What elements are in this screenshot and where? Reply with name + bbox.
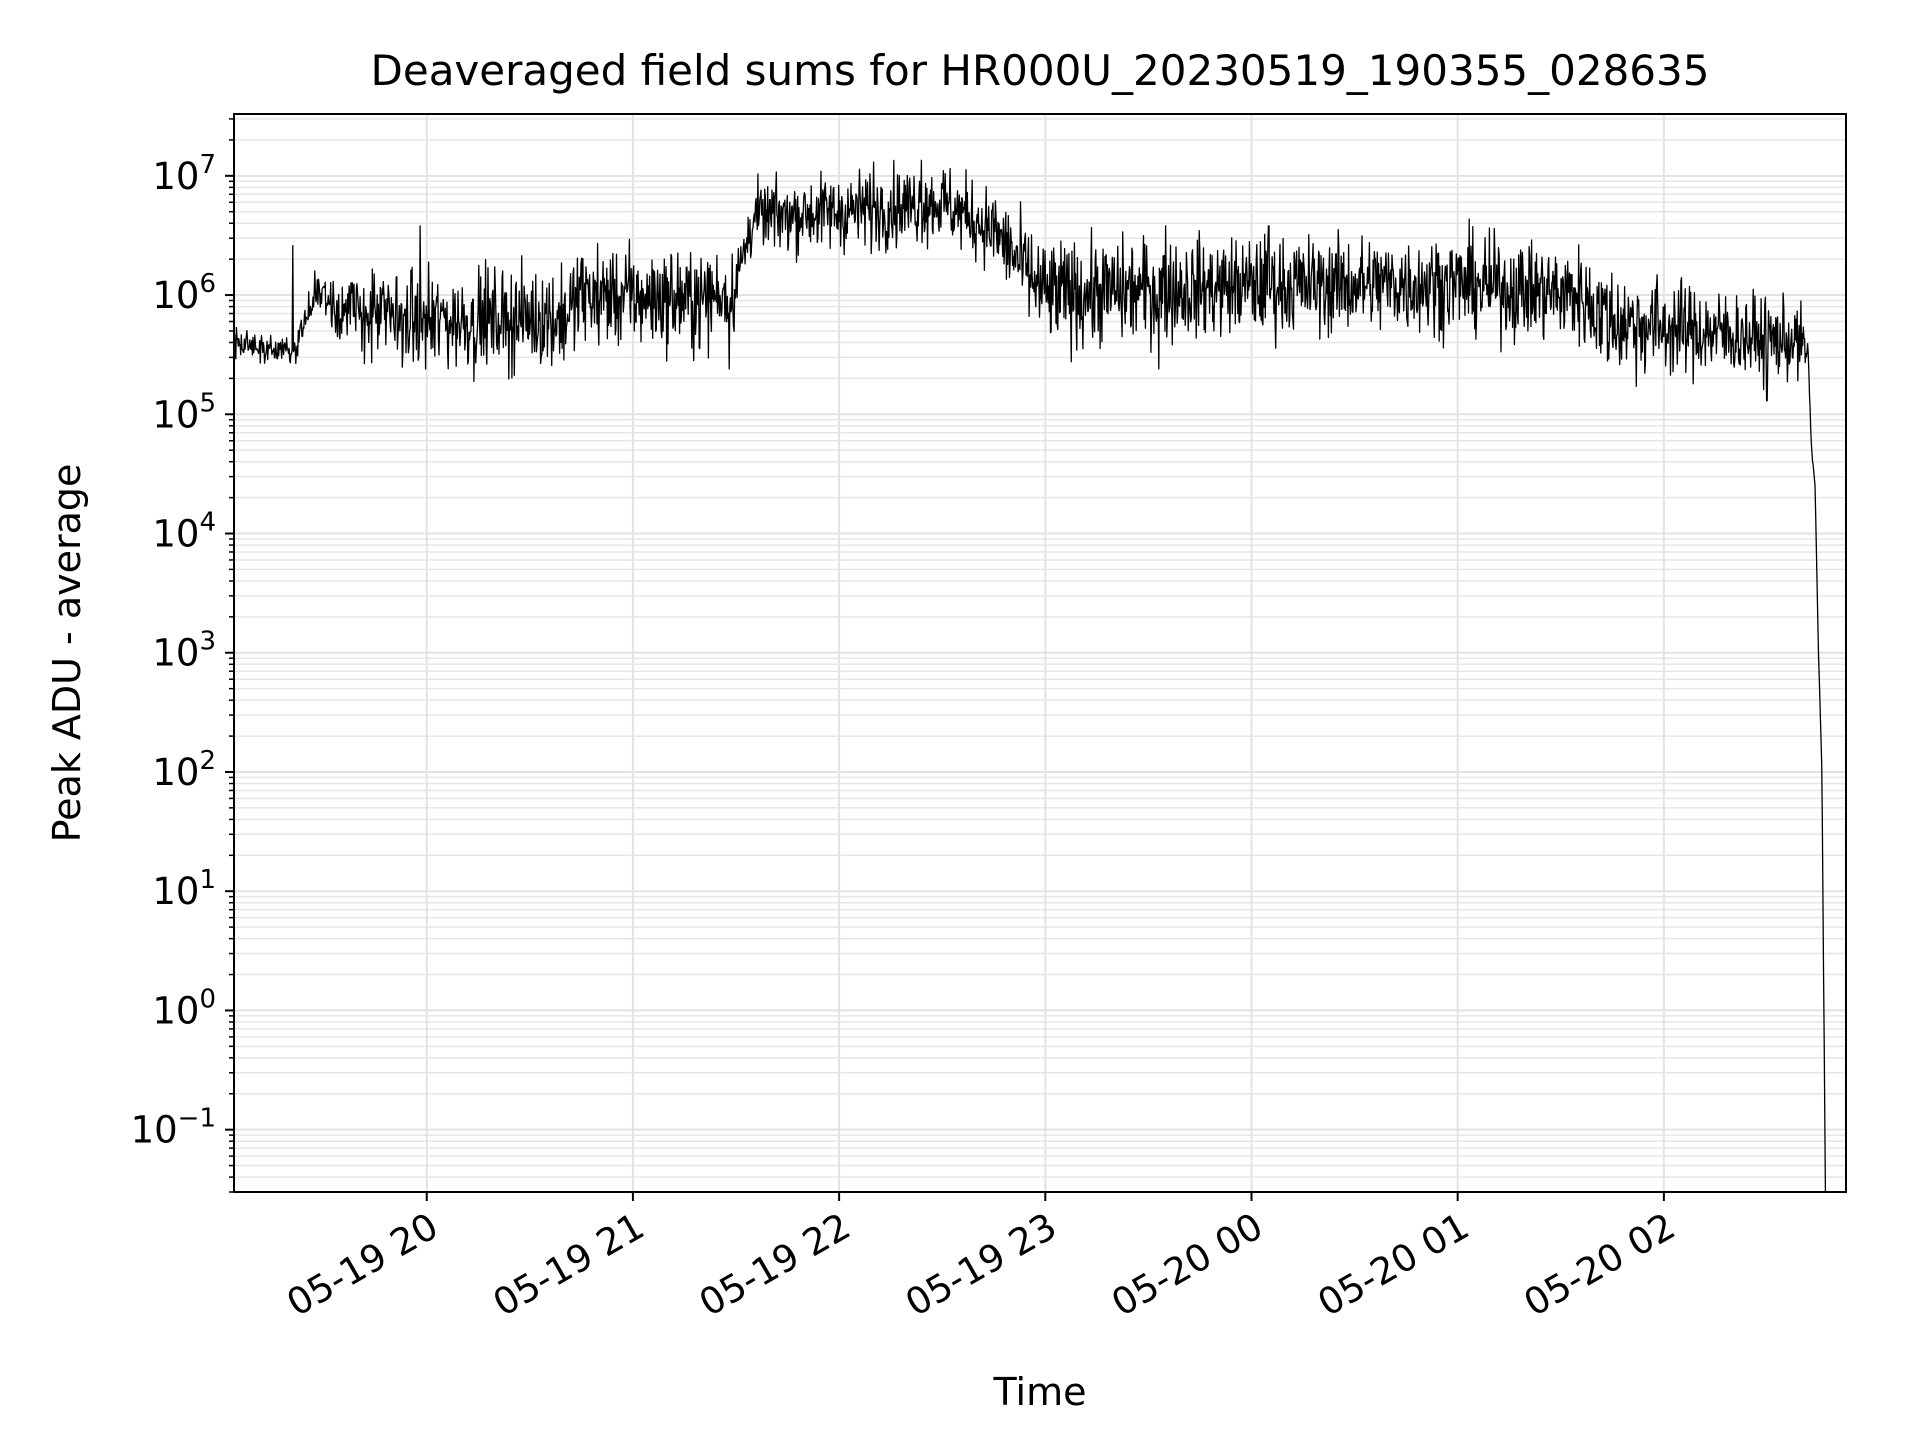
y-tick-label: 101 (152, 865, 216, 913)
series-layer (233, 159, 1827, 1193)
y-tick-label: 100 (152, 984, 216, 1032)
series-line (233, 159, 1827, 1193)
chart-title: Deaveraged field sums for HR000U_2023051… (371, 46, 1710, 95)
y-tick-label: 107 (152, 150, 216, 198)
y-tick-label: 10−1 (131, 1104, 216, 1152)
y-tick-label: 104 (152, 508, 216, 556)
y-tick-label: 103 (152, 627, 216, 675)
x-axis-label: Time (993, 1370, 1087, 1414)
y-tick-label: 102 (152, 746, 216, 794)
y-axis-label: Peak ADU - average (45, 464, 89, 843)
y-tick-label: 106 (152, 269, 216, 317)
y-tick-label: 105 (152, 388, 216, 436)
